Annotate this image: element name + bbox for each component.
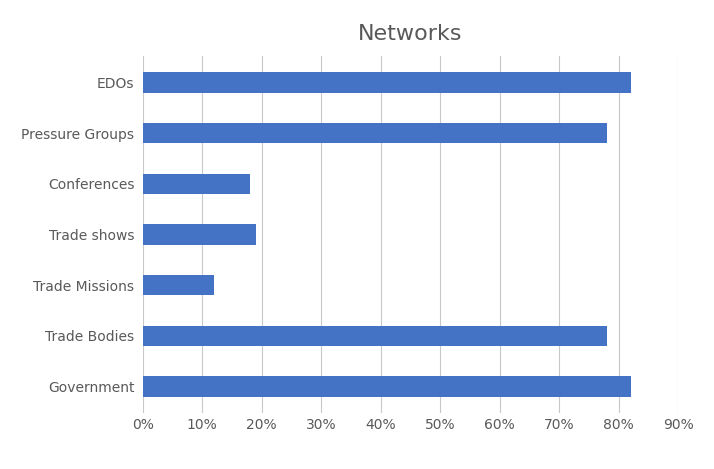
Bar — [143, 73, 630, 93]
Title: Networks: Networks — [358, 23, 463, 44]
Bar — [143, 123, 607, 144]
Bar — [143, 174, 250, 194]
Bar — [143, 325, 607, 346]
Bar — [143, 224, 256, 245]
Bar — [143, 275, 214, 295]
Bar — [143, 376, 630, 396]
